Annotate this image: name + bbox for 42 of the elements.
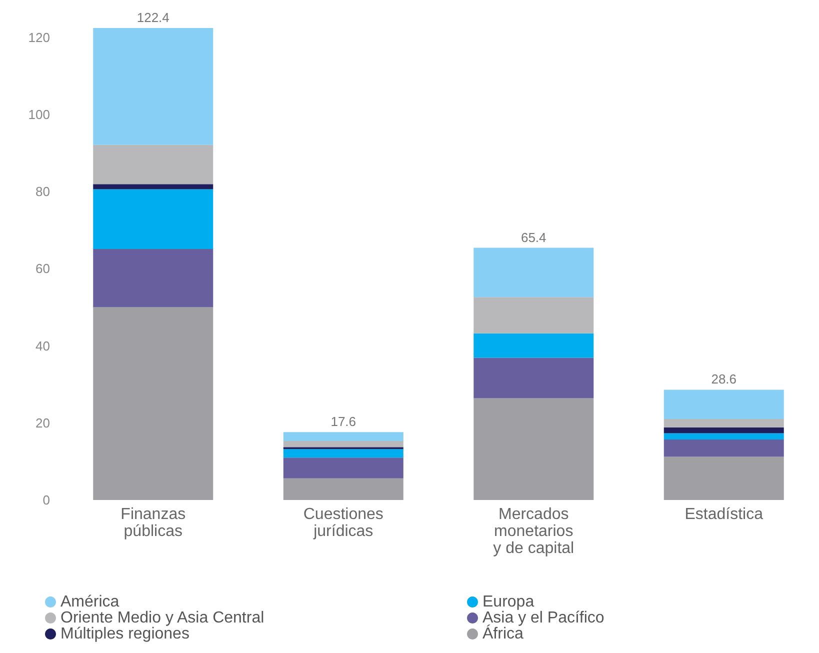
bar [283,478,404,500]
legend-label: Europa [482,594,534,610]
y-tick-label: 60 [36,261,50,276]
x-tick-label: Estadística [684,506,764,523]
y-tick-label: 40 [36,338,50,354]
x-tick-label: Finanzas públicas [120,506,186,540]
y-tick-label: 80 [36,184,50,200]
bar [474,248,594,298]
y-tick-label: 20 [36,415,50,430]
legend-label: África [482,624,524,642]
bar [283,441,404,448]
bar [283,432,404,441]
total-label: 28.6 [711,372,737,387]
x-tick-label: Mercados monetarios y de capital [493,506,574,557]
bar [93,144,214,184]
bar [93,28,214,145]
legend-label: América [60,594,120,610]
x-tick-label: Cuestiones jurídicas [303,506,384,540]
bar [474,297,594,334]
bar [664,428,784,434]
y-tick-label: 0 [42,492,50,508]
bar [93,307,214,500]
bar [664,439,784,457]
legend-label: Oriente Medio y Asia Central [60,610,264,626]
bar [664,456,784,500]
bar [474,333,594,358]
bar [93,184,214,190]
bar [93,189,214,249]
bar [93,248,214,308]
bar [474,358,594,398]
total-label: 65.4 [520,230,546,245]
legend-label: Múltiples regiones [60,626,190,642]
bar [283,458,404,478]
total-label: 17.6 [330,414,356,430]
bar [664,433,784,440]
bar [664,390,784,420]
y-tick-label: 100 [28,106,50,122]
y-tick-label: 120 [28,30,50,45]
total-label: 122.4 [136,10,170,25]
bar [283,449,404,458]
bar [664,419,784,428]
bar [474,398,594,500]
